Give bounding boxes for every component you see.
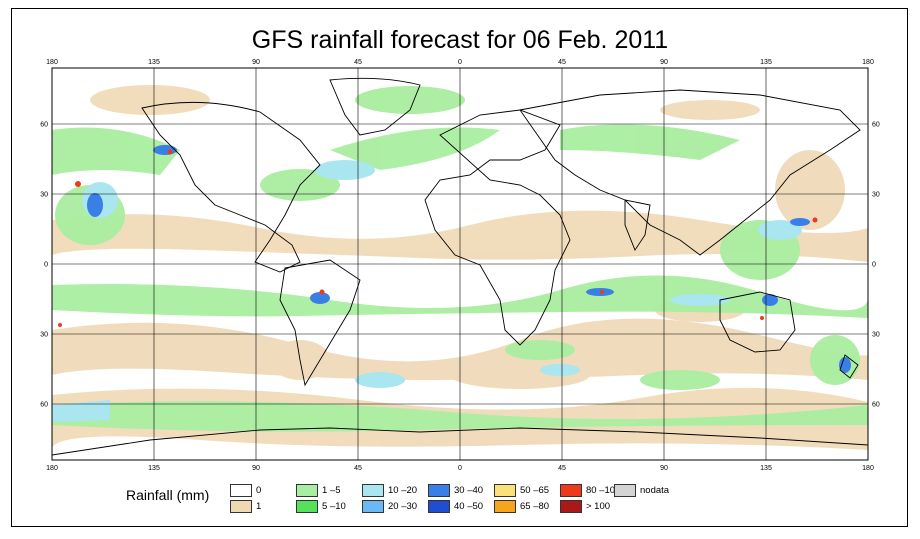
lat-tick-label: 30	[872, 332, 880, 339]
lon-tick-label: 135	[148, 59, 160, 66]
graticule	[51, 68, 869, 460]
lat-tick-label: 30	[40, 192, 48, 199]
legend-swatch	[230, 500, 252, 513]
legend-label: 65 –80	[520, 501, 550, 512]
legend-label: 20 –30	[388, 501, 418, 512]
lon-tick-label: 90	[660, 59, 668, 66]
lon-tick-label: 180	[46, 59, 58, 66]
legend-label: nodata	[640, 485, 670, 496]
legend-label: 40 –50	[454, 501, 484, 512]
lat-tick-label: 60	[40, 402, 48, 409]
legend-swatch	[296, 500, 318, 513]
legend-label: 50 –65	[520, 485, 550, 496]
lon-tick-label: 135	[760, 59, 772, 66]
lon-tick-label: 180	[46, 465, 58, 472]
lon-tick-label: 180	[862, 465, 874, 472]
lon-tick-label: 45	[558, 465, 566, 472]
lon-tick-label: 135	[148, 465, 160, 472]
legend-swatch	[560, 484, 582, 497]
legend-label: 1 –5	[322, 485, 341, 496]
lat-tick-label: 60	[872, 402, 880, 409]
legend-swatch	[428, 500, 450, 513]
legend-label: 5 –10	[322, 501, 346, 512]
legend-swatch	[494, 500, 516, 513]
axis-tick-labels: 180 180 135 135 90 90 45 45 0 0 45 45 90 90 135 135 180 1…	[40, 59, 880, 472]
legend-swatch	[230, 484, 252, 497]
legend-title: Rainfall (mm)	[126, 487, 210, 503]
lon-tick-label: 180	[862, 59, 874, 66]
legend-swatch	[362, 484, 384, 497]
legend-swatch	[362, 500, 384, 513]
legend-swatch	[614, 484, 636, 497]
figure-frame	[11, 8, 908, 527]
lat-tick-label: 60	[40, 122, 48, 129]
lon-tick-label: 0	[458, 59, 462, 66]
map-title: GFS rainfall forecast for 06 Feb. 2011	[251, 26, 669, 54]
lat-tick-label: 60	[872, 122, 880, 129]
lon-tick-label: 0	[458, 465, 462, 472]
legend-label: 0	[256, 485, 262, 496]
legend-label: 1	[256, 501, 262, 512]
lon-tick-label: 45	[354, 465, 362, 472]
lat-tick-label: 0	[872, 262, 876, 269]
legend-label: 30 –40	[454, 485, 484, 496]
legend-label: > 100	[586, 501, 611, 512]
lon-tick-label: 135	[760, 465, 772, 472]
legend-swatch	[494, 484, 516, 497]
legend-label: 80 –100	[586, 485, 621, 496]
legend-swatch	[560, 500, 582, 513]
lat-tick-label: 30	[40, 332, 48, 339]
lon-tick-label: 90	[660, 465, 668, 472]
lon-tick-label: 90	[252, 465, 260, 472]
lon-tick-label: 90	[252, 59, 260, 66]
lat-tick-label: 0	[44, 262, 48, 269]
lon-tick-label: 45	[558, 59, 566, 66]
coastlines	[52, 77, 868, 456]
legend-swatch	[296, 484, 318, 497]
lat-tick-label: 30	[872, 192, 880, 199]
map-border	[51, 67, 869, 461]
lon-tick-label: 45	[354, 59, 362, 66]
legend-label: 10 –20	[388, 485, 418, 496]
legend-swatch	[428, 484, 450, 497]
